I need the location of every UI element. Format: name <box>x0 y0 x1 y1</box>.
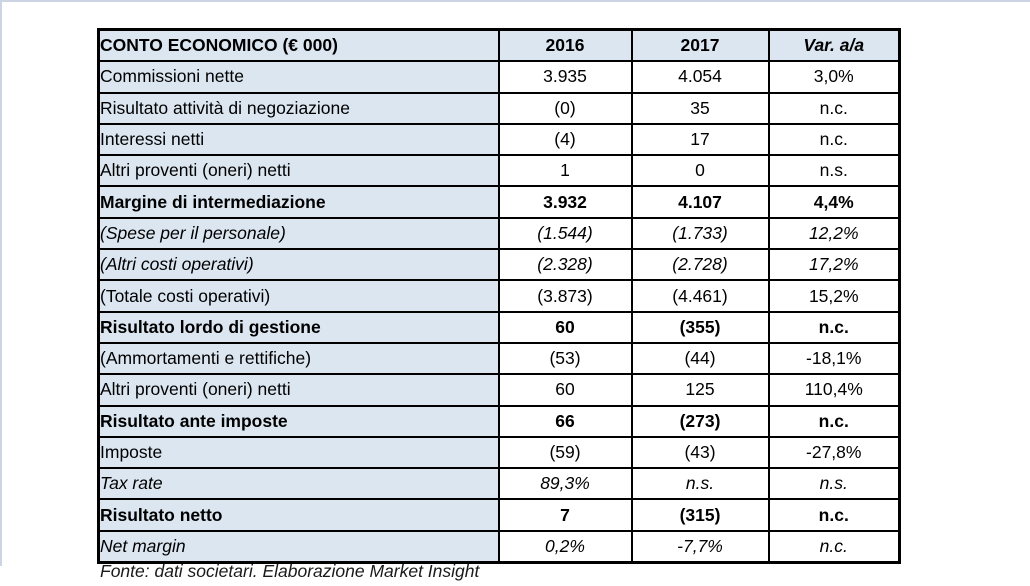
value-2016: 3.932 <box>497 185 633 219</box>
value-2016: (59) <box>497 435 633 470</box>
value-var: 110,4% <box>767 373 901 407</box>
table-body: CONTO ECONOMICO (€ 000) 2016 2017 Var. a… <box>97 28 901 564</box>
table-row: Risultato ante imposte 66 (273) n.c. <box>97 404 901 438</box>
value-var: n.c. <box>767 122 901 157</box>
value-var: -18,1% <box>767 341 901 376</box>
row-label: Altri proventi (oneri) netti <box>97 154 500 188</box>
value-2017: 4.107 <box>630 185 770 219</box>
value-var: n.s. <box>767 467 901 501</box>
table-row: Margine di intermediazione 3.932 4.107 4… <box>97 185 901 219</box>
value-2017: 125 <box>630 373 770 407</box>
source-note: Fonte: dati societari. Elaborazione Mark… <box>100 561 480 581</box>
table-row: Altri proventi (oneri) netti 1 0 n.s. <box>97 154 901 188</box>
value-var: 3,0% <box>767 60 901 94</box>
value-var: n.c. <box>767 529 901 564</box>
page-top-edge-line <box>0 0 1030 2</box>
table-row: Imposte (59) (43) -27,8% <box>97 435 901 470</box>
row-label: Net margin <box>97 529 500 564</box>
value-2017: 0 <box>630 154 770 188</box>
table-row: (Spese per il personale) (1.544) (1.733)… <box>97 216 901 251</box>
table-header-row: CONTO ECONOMICO (€ 000) 2016 2017 Var. a… <box>97 28 901 63</box>
row-label: Altri proventi (oneri) netti <box>97 373 500 407</box>
value-2016: (0) <box>497 91 633 125</box>
value-2016: 66 <box>497 404 633 438</box>
value-var: 12,2% <box>767 216 901 251</box>
value-2016: 89,3% <box>497 467 633 501</box>
value-2017: n.s. <box>630 467 770 501</box>
value-2016: (4) <box>497 122 633 157</box>
column-header-var: Var. a/a <box>767 28 901 63</box>
row-label: Interessi netti <box>97 122 500 157</box>
value-var: n.c. <box>767 498 901 532</box>
value-2016: 0,2% <box>497 529 633 564</box>
value-2016: (53) <box>497 341 633 376</box>
row-label: (Spese per il personale) <box>97 216 500 251</box>
row-label: Imposte <box>97 435 500 470</box>
value-var: n.c. <box>767 91 901 125</box>
value-2016: 60 <box>497 310 633 344</box>
row-label: Margine di intermediazione <box>97 185 500 219</box>
value-2017: (273) <box>630 404 770 438</box>
column-header-2017: 2017 <box>630 28 770 63</box>
table-row: Risultato netto 7 (315) n.c. <box>97 498 901 532</box>
table-row: (Totale costi operativi) (3.873) (4.461)… <box>97 279 901 313</box>
row-label: Risultato lordo di gestione <box>97 310 500 344</box>
income-statement-table: CONTO ECONOMICO (€ 000) 2016 2017 Var. a… <box>97 28 901 565</box>
table-row: Interessi netti (4) 17 n.c. <box>97 122 901 157</box>
value-var: 17,2% <box>767 248 901 282</box>
value-var: n.s. <box>767 154 901 188</box>
table-row: Net margin 0,2% -7,7% n.c. <box>97 529 901 564</box>
value-2017: 35 <box>630 91 770 125</box>
value-2016: (1.544) <box>497 216 633 251</box>
table-row: Altri proventi (oneri) netti 60 125 110,… <box>97 373 901 407</box>
value-2016: (2.328) <box>497 248 633 282</box>
value-var: 4,4% <box>767 185 901 219</box>
value-var: -27,8% <box>767 435 901 470</box>
value-2016: 60 <box>497 373 633 407</box>
value-var: 15,2% <box>767 279 901 313</box>
row-label: (Altri costi operativi) <box>97 248 500 282</box>
table-row: Risultato lordo di gestione 60 (355) n.c… <box>97 310 901 344</box>
value-2017: (315) <box>630 498 770 532</box>
value-2017: 4.054 <box>630 60 770 94</box>
value-2016: 1 <box>497 154 633 188</box>
value-2016: 3.935 <box>497 60 633 94</box>
page-left-edge-line <box>0 0 2 566</box>
row-label: (Ammortamenti e rettifiche) <box>97 341 500 376</box>
value-2016: 7 <box>497 498 633 532</box>
table-row: Commissioni nette 3.935 4.054 3,0% <box>97 60 901 94</box>
table-row: (Ammortamenti e rettifiche) (53) (44) -1… <box>97 341 901 376</box>
value-2017: (4.461) <box>630 279 770 313</box>
table-row: (Altri costi operativi) (2.328) (2.728) … <box>97 248 901 282</box>
row-label: (Totale costi operativi) <box>97 279 500 313</box>
value-2017: (44) <box>630 341 770 376</box>
table-title: CONTO ECONOMICO (€ 000) <box>97 28 500 63</box>
value-2017: (355) <box>630 310 770 344</box>
value-2016: (3.873) <box>497 279 633 313</box>
row-label: Risultato attività di negoziazione <box>97 91 500 125</box>
column-header-2016: 2016 <box>497 28 633 63</box>
value-var: n.c. <box>767 310 901 344</box>
value-2017: (1.733) <box>630 216 770 251</box>
row-label: Risultato ante imposte <box>97 404 500 438</box>
row-label: Risultato netto <box>97 498 500 532</box>
table-row: Risultato attività di negoziazione (0) 3… <box>97 91 901 125</box>
value-2017: -7,7% <box>630 529 770 564</box>
row-label: Commissioni nette <box>97 60 500 94</box>
value-var: n.c. <box>767 404 901 438</box>
table-row: Tax rate 89,3% n.s. n.s. <box>97 467 901 501</box>
row-label: Tax rate <box>97 467 500 501</box>
value-2017: (43) <box>630 435 770 470</box>
value-2017: (2.728) <box>630 248 770 282</box>
value-2017: 17 <box>630 122 770 157</box>
